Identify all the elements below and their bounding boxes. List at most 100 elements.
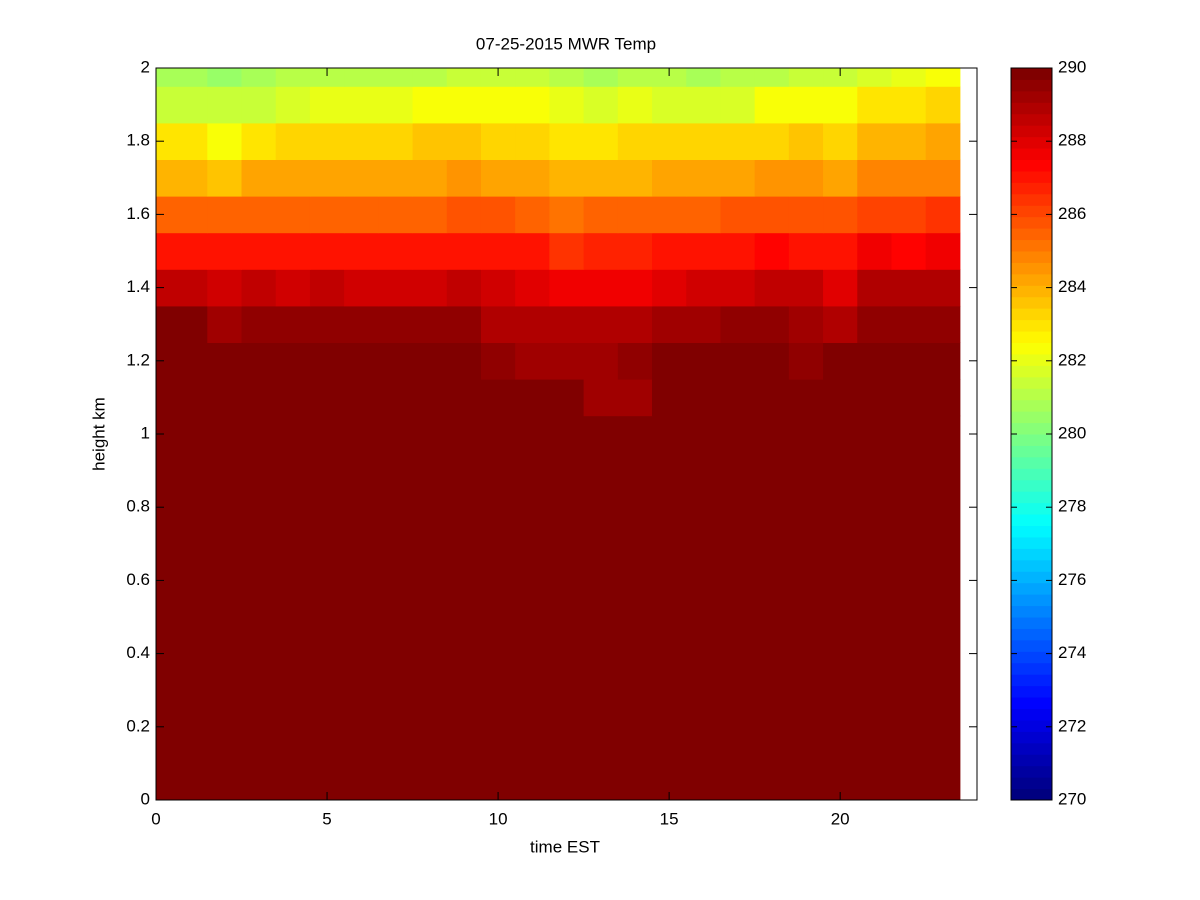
cell <box>309 269 345 307</box>
colorbar-step <box>1011 502 1052 515</box>
cell <box>446 232 482 270</box>
cell <box>823 122 858 160</box>
cell <box>515 342 550 380</box>
cell <box>925 122 961 160</box>
cell <box>344 269 379 307</box>
cell <box>207 122 243 160</box>
cell <box>754 122 790 160</box>
cell <box>412 342 448 380</box>
colorbar-step <box>1011 548 1052 561</box>
cell <box>549 342 585 380</box>
y-tick-label: 0 <box>141 789 150 808</box>
cell <box>652 379 687 417</box>
cell <box>480 305 516 343</box>
cell <box>480 196 516 234</box>
colorbar-step <box>1011 662 1052 675</box>
cell <box>583 68 619 87</box>
cell <box>549 232 585 270</box>
cell <box>754 86 790 124</box>
cell <box>207 196 243 234</box>
cell <box>549 159 585 197</box>
cell <box>412 269 448 307</box>
y-tick-label: 2 <box>141 57 150 76</box>
cell <box>823 269 858 307</box>
cell <box>156 86 208 124</box>
cell <box>823 86 858 124</box>
colorbar-step <box>1011 559 1052 572</box>
cell <box>549 86 585 124</box>
cell <box>857 269 892 307</box>
cell <box>788 86 824 124</box>
cell <box>344 86 379 124</box>
cell <box>515 86 550 124</box>
cell <box>549 269 585 307</box>
cell <box>549 415 585 801</box>
cell <box>446 68 482 87</box>
cell <box>275 122 311 160</box>
cell <box>686 342 721 380</box>
colorbar-step <box>1011 216 1052 229</box>
cell <box>207 415 243 801</box>
cell <box>412 68 448 87</box>
cell <box>823 379 858 417</box>
cell <box>686 68 721 87</box>
chart-title: 07-25-2015 MWR Temp <box>476 34 656 53</box>
cell <box>823 342 858 380</box>
colorbar-step <box>1011 765 1052 778</box>
cell <box>686 122 721 160</box>
cell <box>156 415 208 801</box>
colorbar-tick-label: 278 <box>1058 497 1086 516</box>
cell <box>857 68 892 87</box>
cell <box>241 379 277 417</box>
cell <box>378 232 414 270</box>
colorbar-step <box>1011 582 1052 595</box>
cell <box>617 159 653 197</box>
cell <box>720 196 756 234</box>
cell <box>823 159 858 197</box>
cell <box>857 379 892 417</box>
colorbar-step <box>1011 628 1052 641</box>
cell <box>241 232 277 270</box>
cell <box>446 122 482 160</box>
cell <box>412 305 448 343</box>
cell <box>583 305 619 343</box>
cell <box>309 68 345 87</box>
cell <box>480 159 516 197</box>
cell <box>344 68 379 87</box>
colorbar-tick-label: 280 <box>1058 423 1086 442</box>
cell <box>617 269 653 307</box>
cell <box>241 159 277 197</box>
cell <box>652 68 687 87</box>
colorbar-step <box>1011 536 1052 549</box>
cell <box>515 159 550 197</box>
colorbar-tick-label: 272 <box>1058 716 1086 735</box>
cell <box>754 159 790 197</box>
cell <box>720 305 756 343</box>
colorbar-step <box>1011 617 1052 629</box>
cell <box>823 305 858 343</box>
cell <box>583 122 619 160</box>
cell <box>686 379 721 417</box>
colorbar-step <box>1011 319 1052 332</box>
cell <box>652 196 687 234</box>
cell <box>207 159 243 197</box>
cell <box>823 232 858 270</box>
cell <box>720 86 756 124</box>
colorbar-step <box>1011 136 1052 149</box>
x-tick-label: 20 <box>831 809 850 828</box>
colorbar-step <box>1011 491 1052 504</box>
cell <box>309 342 345 380</box>
cell <box>857 196 892 234</box>
colorbar-step <box>1011 113 1052 126</box>
y-tick-label: 0.8 <box>126 497 150 516</box>
colorbar-step <box>1011 182 1052 195</box>
cell <box>925 159 961 197</box>
cell <box>583 196 619 234</box>
cell <box>275 196 311 234</box>
colorbar-step <box>1011 125 1052 138</box>
cell <box>686 305 721 343</box>
cell <box>652 232 687 270</box>
colorbar-step <box>1011 525 1052 538</box>
cell <box>515 122 550 160</box>
cell <box>549 122 585 160</box>
